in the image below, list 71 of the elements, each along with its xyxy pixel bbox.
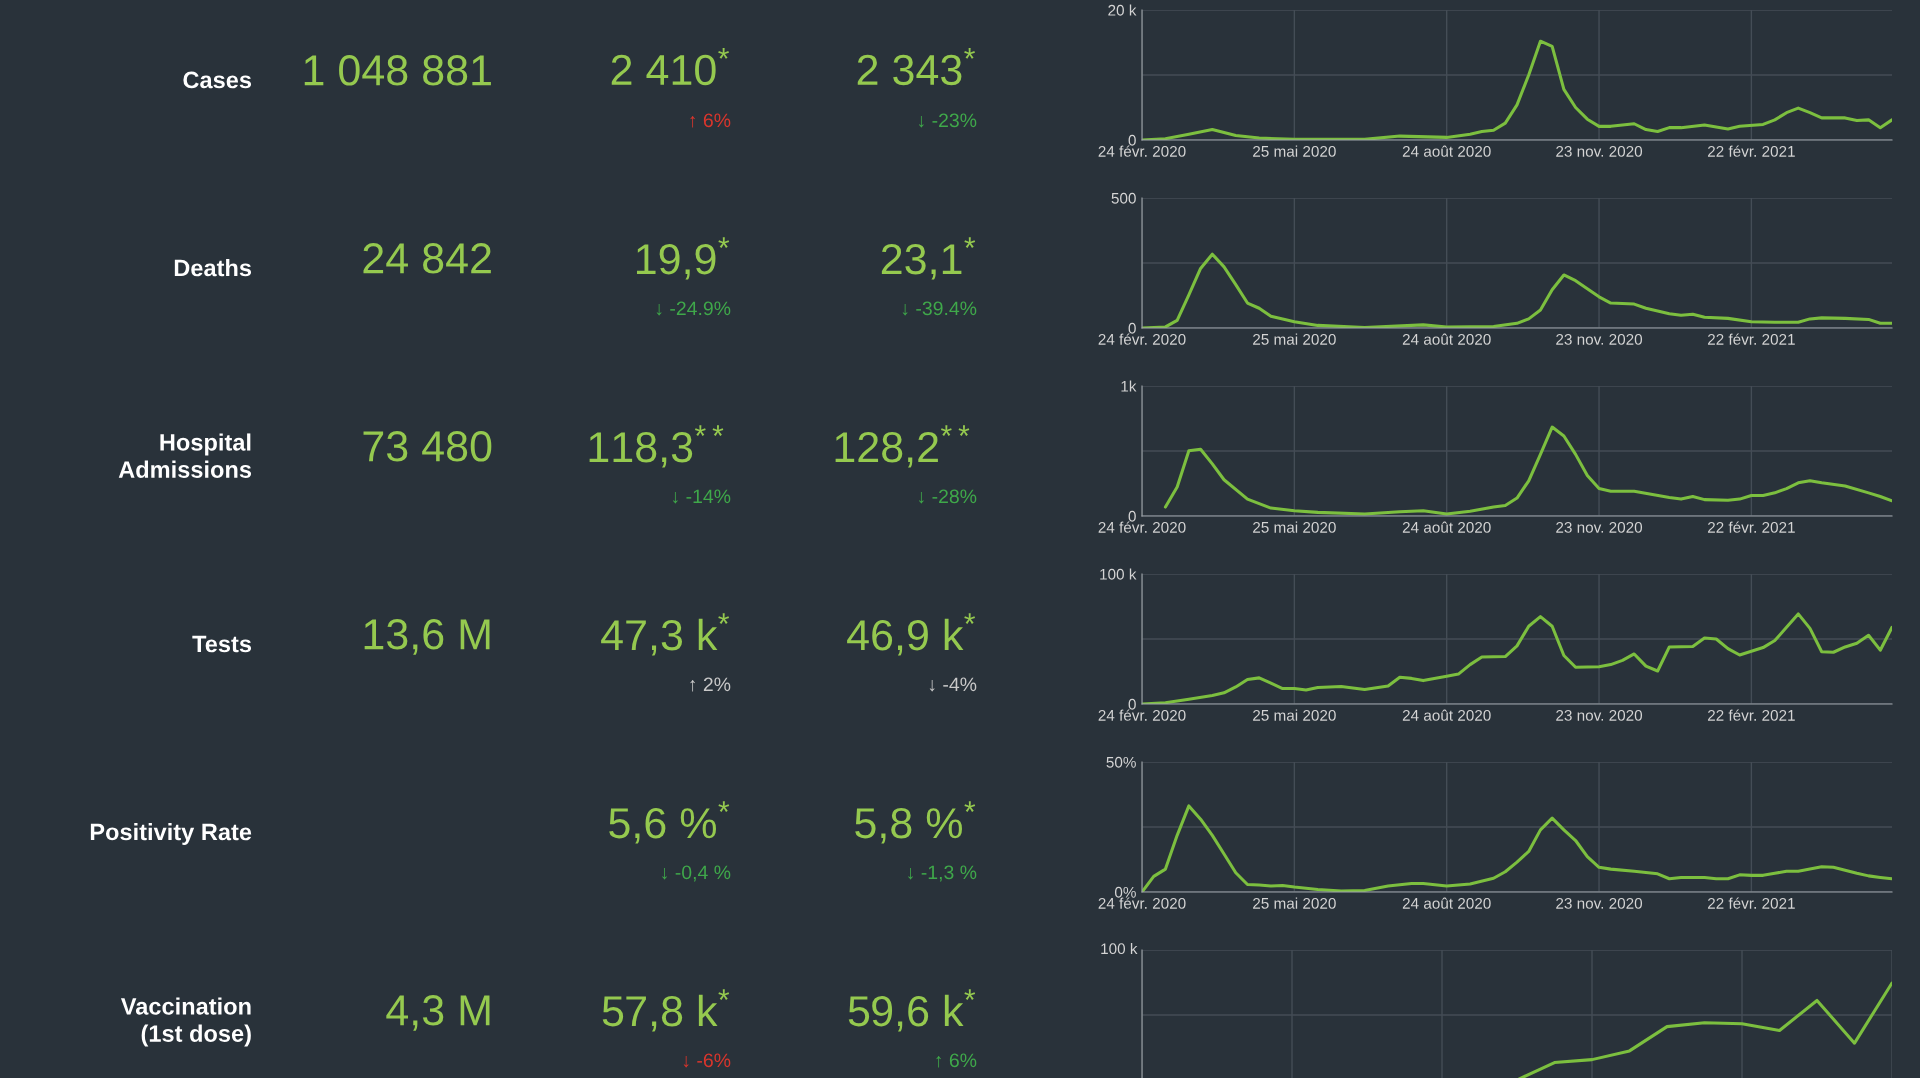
text: Positivity Rate xyxy=(90,822,252,846)
x-tick-label: 25 mai 2020 xyxy=(1253,521,1336,533)
x-tick-label: 22 févr. 2021 xyxy=(1707,897,1795,909)
text: ↓ -23% xyxy=(919,113,977,128)
x-tick-label: 24 févr. 2020 xyxy=(1098,897,1186,909)
text: ↑ 6% xyxy=(690,113,731,128)
x-tick-label: 24 août 2020 xyxy=(1402,145,1491,157)
text: 46,9 k$^{*}$ xyxy=(847,613,976,656)
text: ↓ -14% xyxy=(673,489,731,504)
text: 2 343$^{*}$ xyxy=(857,48,975,86)
x-tick-label: 24 août 2020 xyxy=(1402,521,1491,533)
x-tick-label: 25 mai 2020 xyxy=(1253,709,1336,721)
x-tick-label: 24 août 2020 xyxy=(1402,333,1491,345)
text: 59,6 k$^{*}$ xyxy=(848,989,976,1032)
y-tick-label: 1k xyxy=(1121,380,1137,392)
text: ↓ -28% xyxy=(919,489,977,504)
text: Hospital Admissions xyxy=(118,433,252,478)
text: 5,8 %$^{*}$ xyxy=(855,801,976,844)
text: 2 410$^{*}$ xyxy=(611,48,729,86)
text: Deaths xyxy=(174,259,252,277)
text: 19,9$^{*}$ xyxy=(636,237,730,280)
x-tick-label: 24 févr. 2020 xyxy=(1098,333,1186,345)
y-tick-label: 50% xyxy=(1106,756,1136,768)
text: ↓ -39.4% xyxy=(902,301,977,316)
y-tick-label: 0 xyxy=(1128,134,1136,146)
y-tick-label: 0 xyxy=(1128,322,1136,334)
x-tick-label: 23 nov. 2020 xyxy=(1556,333,1643,345)
text: Tests xyxy=(192,635,252,653)
y-tick-label: 100 k xyxy=(1100,568,1137,580)
text: ↓ -24.9% xyxy=(656,301,731,316)
x-tick-label: 23 nov. 2020 xyxy=(1556,897,1643,909)
y-tick-label: 500 xyxy=(1111,192,1136,204)
text: ↓ -4% xyxy=(929,677,977,692)
x-tick-label: 25 mai 2020 xyxy=(1253,333,1336,345)
text: Vaccination (1st dose) xyxy=(120,997,251,1047)
x-tick-label: 23 nov. 2020 xyxy=(1556,709,1643,721)
x-tick-label: 22 févr. 2021 xyxy=(1707,333,1795,345)
text: 5,6 %$^{*}$ xyxy=(609,801,730,844)
x-tick-label: 24 févr. 2020 xyxy=(1098,521,1186,533)
text: 73 480 xyxy=(363,431,492,462)
text: 13,6 M xyxy=(364,619,490,655)
text: 23,1$^{*}$ xyxy=(881,237,976,280)
y-tick-label: 20 k xyxy=(1108,4,1137,16)
x-tick-label: 24 août 2020 xyxy=(1402,709,1491,721)
x-tick-label: 22 févr. 2021 xyxy=(1707,521,1795,533)
text: 57,8 k$^{*}$ xyxy=(602,989,730,1032)
text: Cases xyxy=(183,71,252,89)
y-tick-label: 0 xyxy=(1128,510,1136,522)
text: ↓ -6% xyxy=(683,1053,731,1068)
text: ↓ -0,4 % xyxy=(662,865,731,882)
text: ↑ 6% xyxy=(936,1053,977,1068)
text: ↓ -1,3 % xyxy=(908,865,977,882)
x-tick-label: 22 févr. 2021 xyxy=(1707,709,1795,721)
text: 47,3 k$^{*}$ xyxy=(601,613,730,656)
x-tick-label: 24 août 2020 xyxy=(1402,897,1491,909)
y-tick-label: 0 xyxy=(1128,698,1136,710)
line-series xyxy=(1163,425,1892,516)
text: 4,3 M xyxy=(386,995,490,1031)
text: 24 842 xyxy=(363,243,491,274)
x-tick-label: 22 févr. 2021 xyxy=(1707,145,1795,157)
x-tick-label: 23 nov. 2020 xyxy=(1556,521,1643,533)
y-tick-label: 0% xyxy=(1114,886,1136,898)
x-tick-label: 24 févr. 2020 xyxy=(1098,145,1186,157)
x-tick-label: 23 nov. 2020 xyxy=(1556,145,1643,157)
text: ↑ 2% xyxy=(690,677,731,692)
text: 128,2$^{**}$ xyxy=(835,425,970,468)
x-tick-label: 25 mai 2020 xyxy=(1253,145,1336,157)
text: 1 048 881 xyxy=(304,55,491,86)
text: 118,3$^{**}$ xyxy=(589,425,724,468)
x-tick-label: 24 févr. 2020 xyxy=(1098,709,1186,721)
x-tick-label: 25 mai 2020 xyxy=(1253,897,1336,909)
